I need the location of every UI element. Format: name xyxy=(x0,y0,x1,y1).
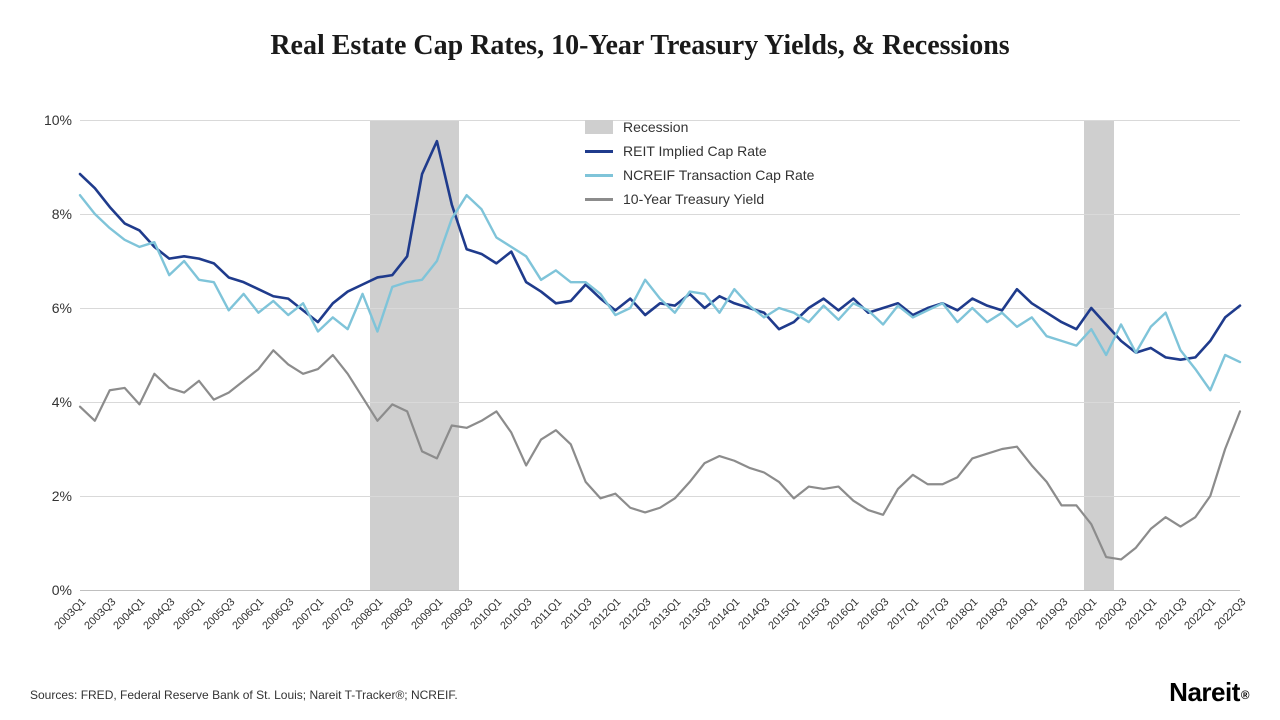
y-axis-tick-label: 6% xyxy=(52,300,80,316)
x-axis-tick-label: 2022Q3 xyxy=(1212,596,1248,632)
x-axis-tick-label: 2016Q3 xyxy=(855,596,891,632)
x-axis-tick-label: 2003Q3 xyxy=(82,596,118,632)
x-axis-tick-label: 2008Q1 xyxy=(350,596,386,632)
x-axis-tick-label: 2019Q1 xyxy=(1004,596,1040,632)
legend-item: 10-Year Treasury Yield xyxy=(585,190,814,208)
x-axis-tick-label: 2010Q3 xyxy=(498,596,534,632)
x-axis-tick-label: 2017Q1 xyxy=(885,596,921,632)
x-axis-tick-label: 2020Q1 xyxy=(1064,596,1100,632)
x-axis-tick-label: 2007Q3 xyxy=(320,596,356,632)
legend-swatch-line xyxy=(585,198,613,201)
x-axis-tick-label: 2003Q1 xyxy=(52,596,88,632)
chart-legend: Recession REIT Implied Cap Rate NCREIF Tra… xyxy=(585,118,814,214)
x-axis-tick-label: 2018Q1 xyxy=(945,596,981,632)
x-axis-tick-label: 2017Q3 xyxy=(915,596,951,632)
x-axis-tick-label: 2021Q3 xyxy=(1153,596,1189,632)
x-axis-tick-label: 2004Q3 xyxy=(142,596,178,632)
legend-item: Recession xyxy=(585,118,814,136)
legend-swatch-box xyxy=(585,120,613,134)
legend-label: NCREIF Transaction Cap Rate xyxy=(623,167,814,183)
x-axis-tick-label: 2014Q1 xyxy=(707,596,743,632)
y-axis-tick-label: 8% xyxy=(52,206,80,222)
series-line xyxy=(80,195,1240,390)
x-axis-tick-label: 2021Q1 xyxy=(1123,596,1159,632)
x-axis-tick-label: 2009Q3 xyxy=(439,596,475,632)
x-axis-tick-label: 2018Q3 xyxy=(974,596,1010,632)
legend-item: NCREIF Transaction Cap Rate xyxy=(585,166,814,184)
x-axis-tick-label: 2008Q3 xyxy=(379,596,415,632)
x-axis-tick-label: 2006Q1 xyxy=(231,596,267,632)
y-axis-tick-label: 0% xyxy=(52,582,80,598)
x-axis-tick-label: 2015Q1 xyxy=(766,596,802,632)
x-axis-tick-label: 2015Q3 xyxy=(796,596,832,632)
x-axis-tick-label: 2014Q3 xyxy=(736,596,772,632)
y-axis-tick-label: 10% xyxy=(44,112,80,128)
nareit-logo: Nareit® xyxy=(1169,677,1248,708)
legend-item: REIT Implied Cap Rate xyxy=(585,142,814,160)
legend-label: Recession xyxy=(623,119,688,135)
series-line xyxy=(80,350,1240,559)
x-axis-tick-label: 2009Q1 xyxy=(409,596,445,632)
x-axis-tick-label: 2013Q1 xyxy=(647,596,683,632)
x-axis-tick-label: 2011Q1 xyxy=(529,596,565,632)
x-axis-tick-label: 2020Q3 xyxy=(1093,596,1129,632)
x-axis-tick-label: 2006Q3 xyxy=(261,596,297,632)
legend-swatch-line xyxy=(585,174,613,177)
x-axis-tick-label: 2012Q3 xyxy=(617,596,653,632)
x-axis-tick-label: 2005Q3 xyxy=(201,596,237,632)
legend-label: 10-Year Treasury Yield xyxy=(623,191,764,207)
x-axis-tick-label: 2013Q3 xyxy=(677,596,713,632)
x-axis-tick-label: 2019Q3 xyxy=(1034,596,1070,632)
y-axis-tick-label: 2% xyxy=(52,488,80,504)
x-axis-labels: 2003Q12003Q32004Q12004Q32005Q12005Q32006… xyxy=(80,590,1240,650)
legend-swatch-line xyxy=(585,150,613,153)
y-axis-tick-label: 4% xyxy=(52,394,80,410)
chart-title: Real Estate Cap Rates, 10-Year Treasury … xyxy=(0,30,1280,62)
x-axis-tick-label: 2005Q1 xyxy=(171,596,207,632)
x-axis-tick-label: 2010Q1 xyxy=(469,596,505,632)
x-axis-tick-label: 2022Q1 xyxy=(1183,596,1219,632)
x-axis-tick-label: 2007Q1 xyxy=(290,596,326,632)
x-axis-tick-label: 2016Q1 xyxy=(826,596,862,632)
legend-label: REIT Implied Cap Rate xyxy=(623,143,767,159)
x-axis-tick-label: 2012Q1 xyxy=(588,596,624,632)
x-axis-tick-label: 2011Q3 xyxy=(559,596,595,632)
x-axis-tick-label: 2004Q1 xyxy=(112,596,148,632)
sources-footnote: Sources: FRED, Federal Reserve Bank of S… xyxy=(30,688,458,702)
